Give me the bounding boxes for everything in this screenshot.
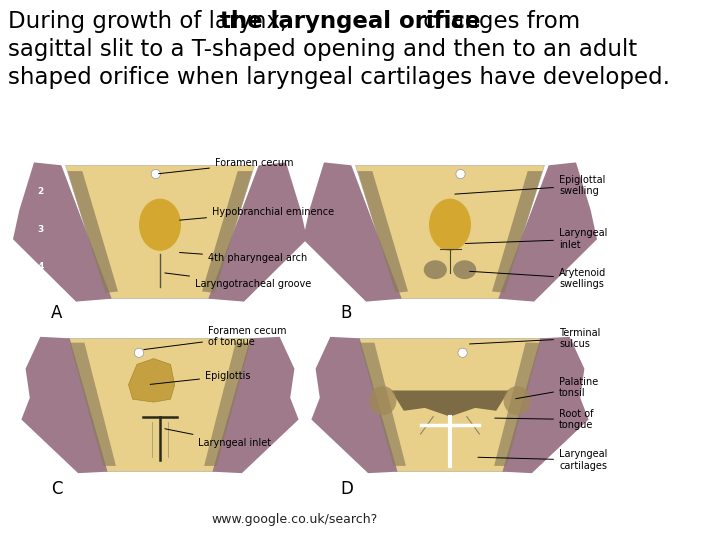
Polygon shape [391, 390, 509, 416]
Text: Foramen cecum: Foramen cecum [158, 158, 294, 174]
Polygon shape [303, 163, 402, 302]
Circle shape [151, 170, 161, 179]
Ellipse shape [139, 199, 181, 251]
Text: 3: 3 [37, 225, 43, 234]
Text: sagittal slit to a T-shaped opening and then to an adult: sagittal slit to a T-shaped opening and … [8, 38, 637, 61]
Polygon shape [356, 165, 544, 299]
Text: shaped orifice when laryngeal cartilages have developed.: shaped orifice when laryngeal cartilages… [8, 66, 670, 89]
Text: Epiglottis: Epiglottis [150, 371, 251, 384]
Ellipse shape [503, 386, 531, 415]
Polygon shape [312, 337, 397, 473]
Text: 4: 4 [37, 262, 43, 271]
Circle shape [458, 348, 467, 357]
Text: C: C [51, 481, 63, 498]
Text: changes from: changes from [416, 10, 580, 33]
Text: www.google.co.uk/search?: www.google.co.uk/search? [212, 513, 378, 526]
Polygon shape [498, 163, 597, 302]
Polygon shape [13, 163, 112, 302]
Polygon shape [212, 337, 299, 473]
Polygon shape [22, 337, 107, 473]
Text: During growth of larynx,: During growth of larynx, [8, 10, 294, 33]
Polygon shape [66, 165, 254, 299]
Text: Terminal
sulcus: Terminal sulcus [469, 327, 600, 349]
Text: Root of
tongue: Root of tongue [495, 409, 593, 430]
Polygon shape [503, 337, 589, 473]
Polygon shape [68, 171, 118, 293]
Text: Foramen cecum
of tongue: Foramen cecum of tongue [144, 326, 287, 349]
Polygon shape [202, 171, 253, 293]
Circle shape [456, 170, 465, 179]
Polygon shape [128, 359, 175, 402]
Text: Laryngeal
inlet: Laryngeal inlet [465, 228, 608, 250]
Ellipse shape [429, 199, 471, 251]
Polygon shape [360, 343, 406, 466]
Circle shape [135, 348, 143, 357]
Polygon shape [70, 343, 116, 466]
Text: Laryngotracheal groove: Laryngotracheal groove [165, 273, 311, 289]
Text: Arytenoid
swellings: Arytenoid swellings [469, 268, 606, 289]
Text: Laryngeal
cartilages: Laryngeal cartilages [478, 449, 608, 471]
Polygon shape [492, 171, 542, 293]
Polygon shape [208, 163, 307, 302]
Text: B: B [341, 305, 352, 322]
Text: A: A [51, 305, 62, 322]
Text: the laryngeal orifice: the laryngeal orifice [220, 10, 481, 33]
Text: Epiglottal
swelling: Epiglottal swelling [455, 175, 606, 197]
Ellipse shape [424, 260, 447, 279]
Text: Hypobranchial eminence: Hypobranchial eminence [179, 207, 334, 220]
Text: Palatine
tonsil: Palatine tonsil [516, 377, 598, 399]
Text: 2: 2 [37, 187, 43, 196]
Ellipse shape [369, 386, 397, 415]
Text: Laryngeal inlet: Laryngeal inlet [165, 429, 271, 448]
Text: 4th pharyngeal arch: 4th pharyngeal arch [179, 253, 307, 263]
Polygon shape [68, 338, 253, 472]
Ellipse shape [453, 260, 476, 279]
Polygon shape [204, 343, 251, 466]
Polygon shape [358, 338, 542, 472]
Polygon shape [358, 171, 408, 293]
Polygon shape [494, 343, 540, 466]
Text: D: D [341, 481, 354, 498]
